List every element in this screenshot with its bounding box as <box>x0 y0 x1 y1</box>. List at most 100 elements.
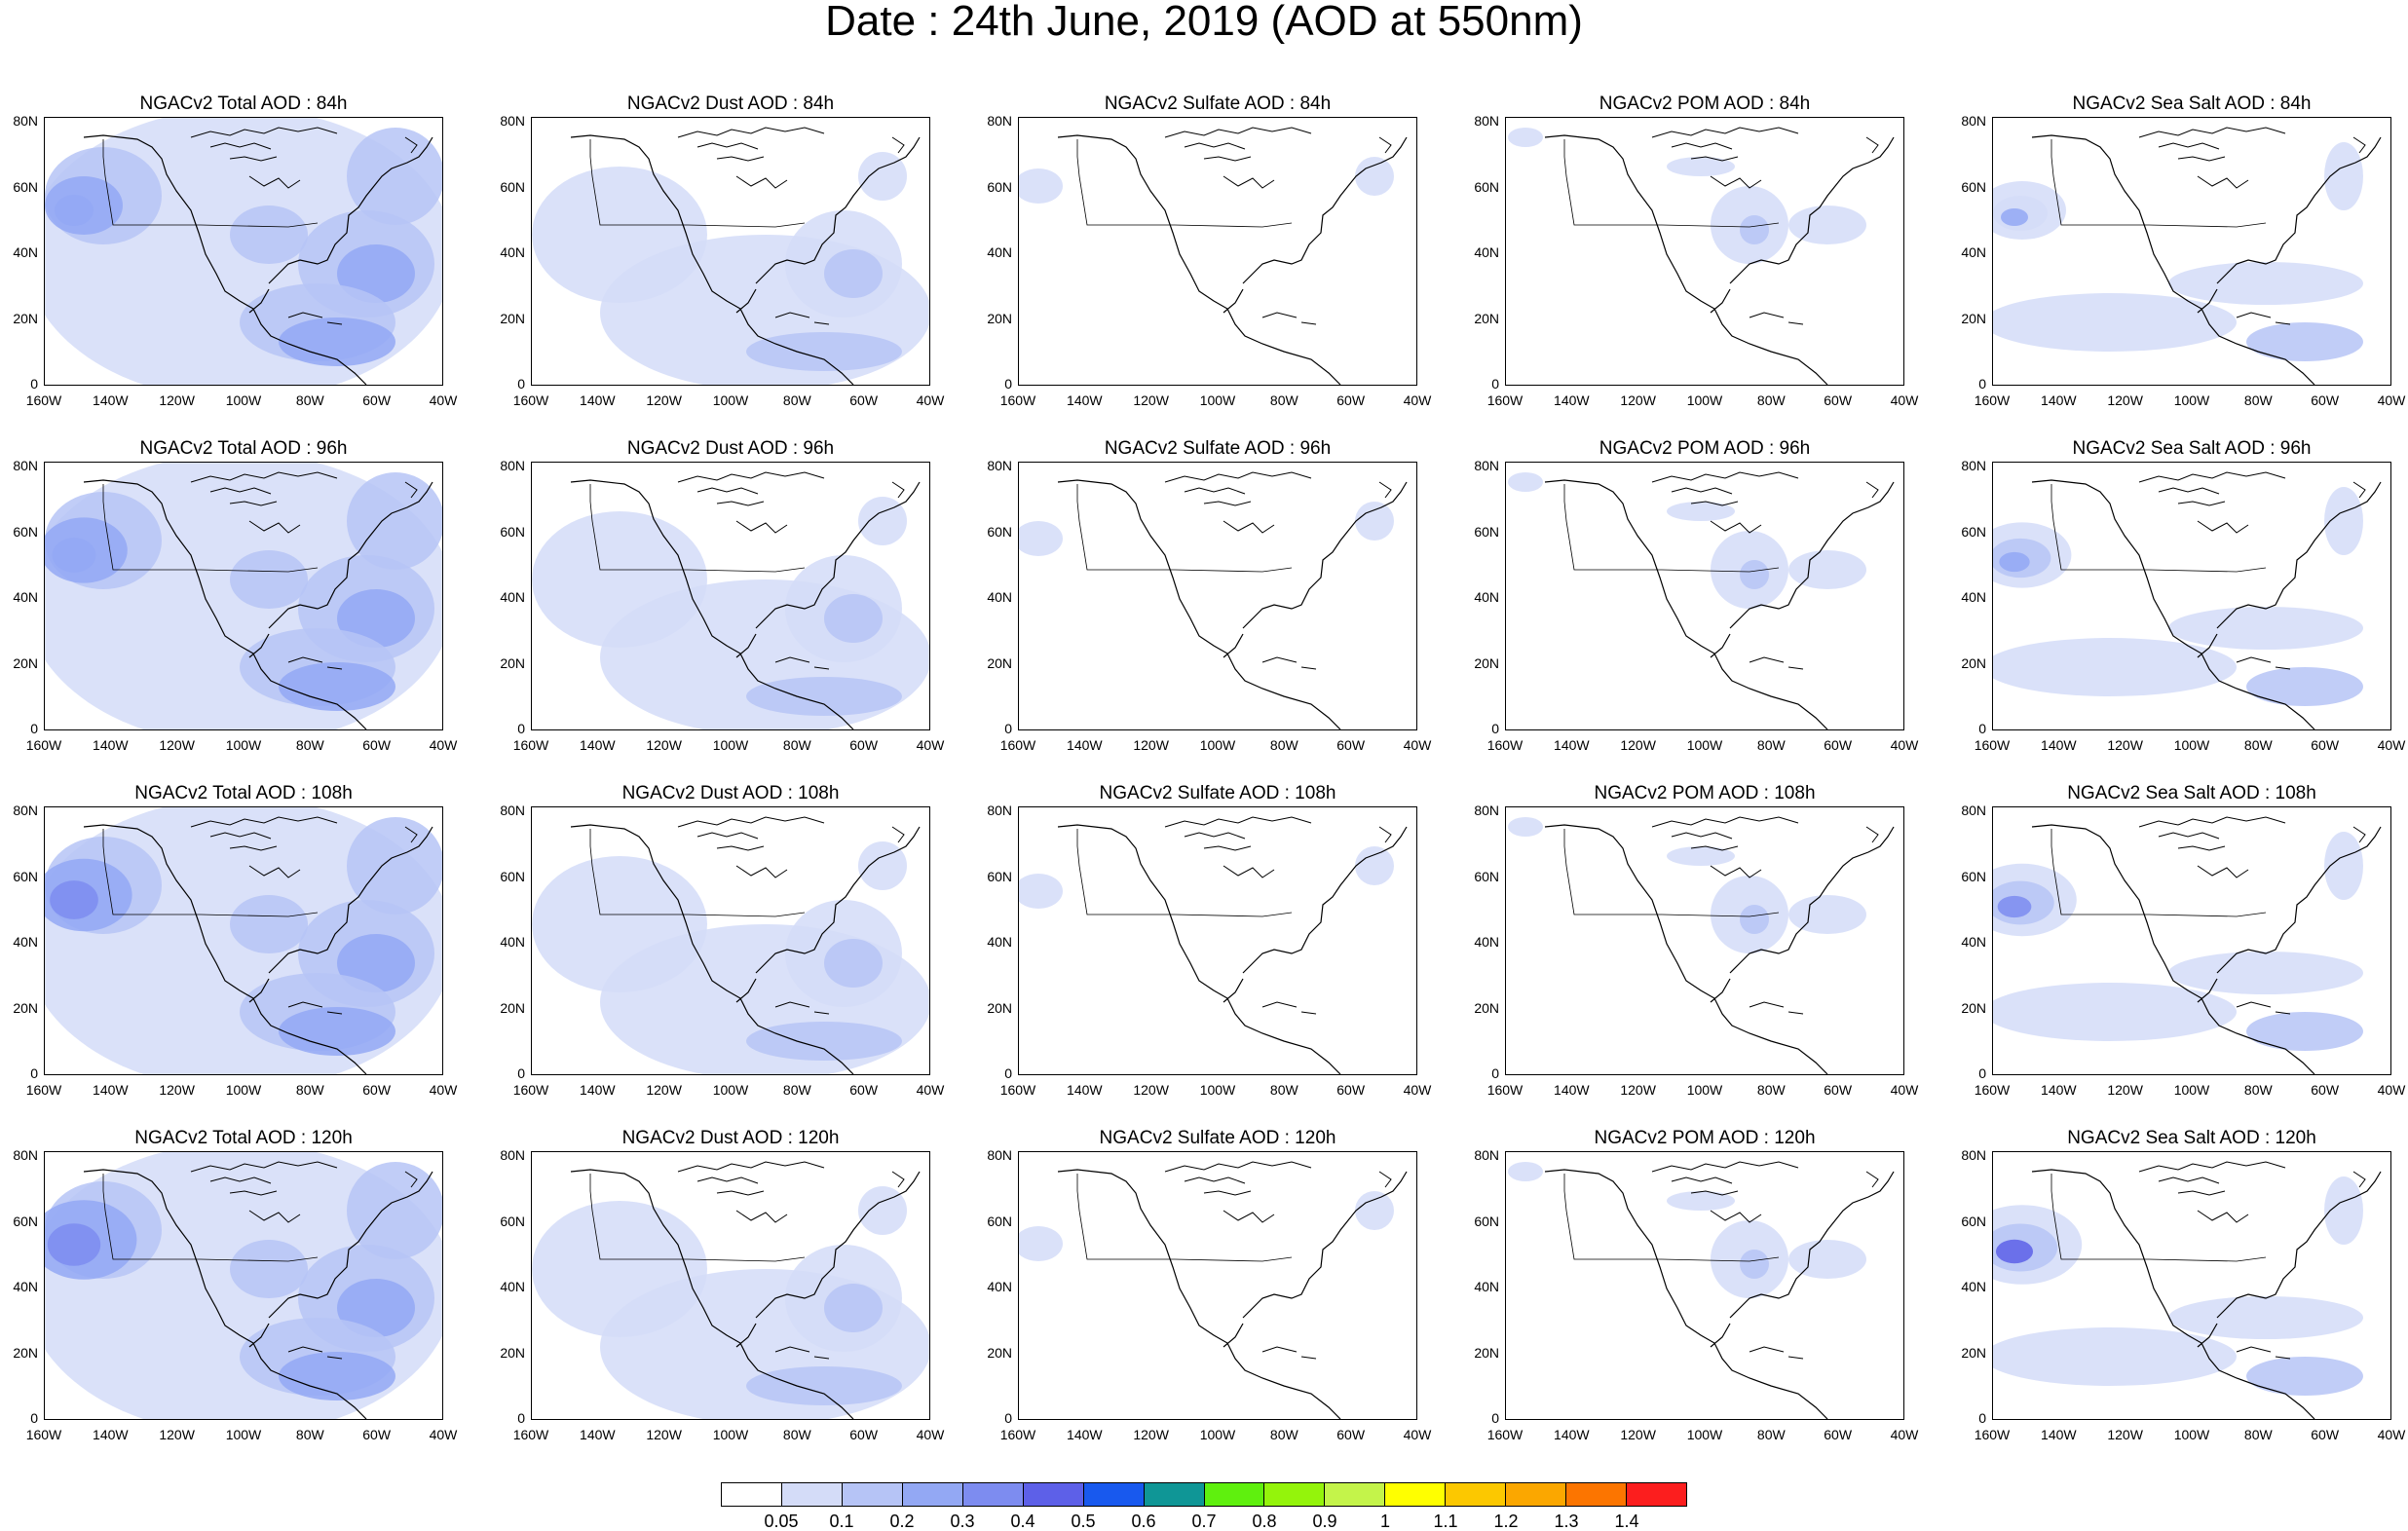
lon-tick-label: 120W <box>159 1082 195 1098</box>
aod-region <box>1019 168 1063 204</box>
country-border <box>2051 139 2267 228</box>
aod-region <box>47 1223 101 1266</box>
island-outlines <box>2138 1161 2366 1360</box>
panel-title: NGACv2 POM AOD : 120h <box>1594 1128 1816 1148</box>
lon-tick-label: 100W <box>1199 392 1236 408</box>
lon-tick-label: 40W <box>916 1082 945 1098</box>
island-outlines <box>1164 127 1392 325</box>
colorbar-swatch <box>1023 1483 1084 1506</box>
lon-tick-label: 120W <box>2107 1427 2143 1442</box>
lon-tick-label: 100W <box>2173 1082 2210 1098</box>
colorbar-swatch <box>962 1483 1024 1506</box>
country-border <box>1076 829 1293 917</box>
lat-tick-label: 80N <box>1474 113 1499 129</box>
colorbar-tick-label: 1 <box>1379 1512 1390 1531</box>
lon-tick-label: 100W <box>2173 737 2210 753</box>
map-plot-area <box>1505 806 1904 1075</box>
country-border <box>102 1174 319 1262</box>
map-panel: NGACv2 Sea Salt AOD : 120h 80N 60N 40N 20N 0 1… <box>1961 1128 2405 1443</box>
map-panel: NGACv2 Total AOD : 96h 80N 60N 40N 20N 0 160W 1… <box>13 438 457 754</box>
aod-region <box>279 1007 395 1056</box>
aod-region <box>1740 905 1769 934</box>
lat-tick-label: 60N <box>500 178 525 195</box>
lon-tick-label: 160W <box>25 737 62 753</box>
lon-tick-label: 160W <box>1974 392 2011 408</box>
lat-tick-label: 60N <box>1474 1213 1499 1229</box>
lat-tick-label: 80N <box>13 113 38 129</box>
lon-tick-label: 60W <box>362 1427 392 1442</box>
lon-tick-label: 100W <box>225 392 262 408</box>
aod-region <box>1355 1191 1394 1230</box>
aod-region <box>1740 215 1769 244</box>
panel-title: NGACv2 POM AOD : 96h <box>1599 438 1811 459</box>
map-panel: NGACv2 Dust AOD : 108h 80N 60N 40N 20N 0 160W 1… <box>500 783 944 1099</box>
lon-tick-label: 60W <box>362 392 392 408</box>
lon-tick-label: 60W <box>362 1082 392 1098</box>
island-outlines <box>677 127 905 325</box>
aod-region <box>858 497 907 545</box>
aod-field <box>1019 816 1408 1074</box>
aod-region <box>337 589 415 648</box>
coastline <box>1544 479 1895 729</box>
aod-region <box>2246 322 2363 361</box>
island-outlines <box>1164 1161 1392 1360</box>
aod-region <box>1993 638 2237 696</box>
aod-region <box>1993 983 2237 1041</box>
island-outlines <box>190 1161 418 1360</box>
aod-field <box>1508 1161 1895 1419</box>
coastline <box>2031 134 2382 385</box>
colorbar <box>721 1482 1687 1507</box>
lon-tick-label: 80W <box>1756 1427 1786 1442</box>
coastline <box>1544 134 1895 385</box>
aod-region <box>1667 1191 1735 1211</box>
map-panel: NGACv2 POM AOD : 96h 80N 60N 40N 20N 0 160W 140… <box>1474 438 1918 754</box>
lat-tick-label: 80N <box>987 113 1012 129</box>
lat-tick-label: 60N <box>1474 178 1499 195</box>
lon-tick-label: 40W <box>1403 392 1432 408</box>
aod-region <box>2246 667 2363 706</box>
panel-title: NGACv2 Sulfate AOD : 84h <box>1104 93 1332 114</box>
lon-tick-label: 60W <box>1336 737 1366 753</box>
panel-title: NGACv2 Dust AOD : 108h <box>621 783 840 803</box>
coastline <box>83 824 433 1074</box>
lon-tick-label: 100W <box>225 737 262 753</box>
colorbar-tick-label: 1.4 <box>1614 1512 1639 1531</box>
aod-region <box>1019 521 1063 556</box>
lon-tick-label: 140W <box>580 1427 616 1442</box>
map-panel: NGACv2 Sulfate AOD : 120h 80N 60N 40N 20N 0 16… <box>987 1128 1431 1443</box>
lat-tick-label: 80N <box>1961 113 1986 129</box>
map-plot-area <box>1505 462 1904 730</box>
aod-field <box>1019 127 1408 385</box>
lon-tick-label: 40W <box>1403 1082 1432 1098</box>
coastline <box>570 824 921 1074</box>
coastline <box>83 134 433 385</box>
aod-region <box>1740 1250 1769 1279</box>
map-panel: NGACv2 Sea Salt AOD : 96h 80N 60N 40N 20N 0 16… <box>1961 438 2405 754</box>
lon-tick-label: 60W <box>2311 392 2340 408</box>
lat-tick-label: 0 <box>30 721 38 736</box>
panel-title: NGACv2 Sulfate AOD : 96h <box>1104 438 1332 459</box>
aod-region <box>1993 1327 2237 1386</box>
lon-tick-label: 100W <box>1686 1082 1723 1098</box>
aod-region <box>279 317 395 366</box>
aod-field <box>1019 1161 1408 1419</box>
lon-tick-label: 40W <box>1403 1427 1432 1442</box>
lat-tick-label: 0 <box>1491 1410 1499 1426</box>
lon-tick-label: 60W <box>1336 1427 1366 1442</box>
map-panel: NGACv2 Sulfate AOD : 108h 80N 60N 40N 20N 0 16… <box>987 783 1431 1099</box>
lon-tick-label: 80W <box>1756 1082 1786 1098</box>
map-plot-area <box>1018 117 1417 386</box>
colorbar-swatch <box>1264 1483 1326 1506</box>
lon-tick-label: 160W <box>25 1427 62 1442</box>
lat-tick-label: 60N <box>987 523 1012 540</box>
aod-region <box>1508 472 1543 492</box>
aod-region <box>230 1240 308 1298</box>
aod-region <box>55 195 94 226</box>
lon-tick-label: 40W <box>916 1427 945 1442</box>
lon-tick-label: 120W <box>646 1427 682 1442</box>
lon-tick-label: 40W <box>916 392 945 408</box>
lon-tick-label: 40W <box>1890 1427 1919 1442</box>
lat-tick-label: 0 <box>1978 721 1986 736</box>
map-plot-area <box>1992 117 2391 386</box>
lat-tick-label: 0 <box>1978 1410 1986 1426</box>
